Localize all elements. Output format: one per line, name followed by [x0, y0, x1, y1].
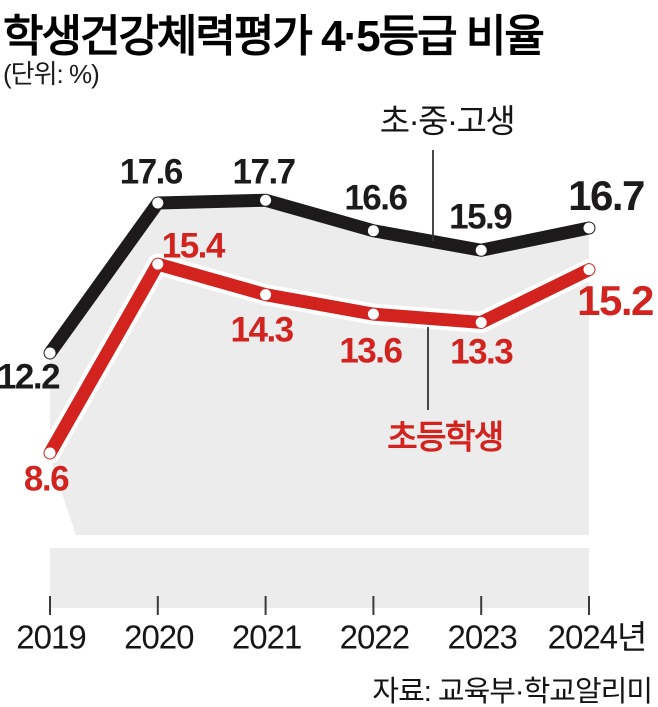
value-label: 17.7: [232, 152, 297, 192]
data-point-marker: [583, 222, 595, 234]
data-point-marker: [260, 194, 272, 206]
value-label: 16.6: [344, 178, 408, 218]
value-label: 15.4: [161, 226, 226, 266]
data-point-marker: [44, 447, 56, 459]
value-label: 13.3: [450, 332, 514, 372]
source-credit: 자료: 교육부·학교알리미: [372, 676, 653, 707]
data-point-marker: [583, 264, 595, 276]
x-tick: [156, 596, 159, 615]
series-line-elementary-students: [43, 257, 596, 460]
x-tick: [480, 596, 483, 615]
value-label: 15.2: [577, 276, 654, 324]
data-point-marker: [260, 289, 272, 301]
data-point-marker: [152, 197, 164, 209]
value-label: 12.2: [0, 357, 61, 397]
page-title: 학생건강체력평가 4·5등급 비율: [3, 12, 545, 61]
x-axis-label: 2020: [124, 618, 194, 656]
series-label-elementary-students: 초등학생: [387, 418, 504, 456]
value-label: 16.7: [568, 172, 645, 219]
x-axis-label: 2023: [447, 618, 517, 656]
series-label-all-students: 초·중·고생: [379, 102, 516, 140]
data-point-marker: [152, 258, 164, 270]
x-axis-label: 2024년: [547, 618, 648, 656]
data-point-marker: [367, 225, 379, 237]
value-label: 13.6: [339, 331, 403, 371]
value-label: 15.9: [449, 197, 513, 237]
series-line-all-students: [43, 193, 596, 360]
x-axis-label: 2019: [16, 618, 86, 656]
value-label: 14.3: [230, 310, 295, 350]
x-tick: [49, 596, 51, 615]
x-axis-label: 2021: [231, 618, 302, 656]
value-label: 8.6: [23, 459, 70, 499]
x-tick: [264, 596, 267, 615]
x-tick: [372, 596, 375, 615]
unit-label: (단위: %): [3, 59, 100, 89]
data-point-marker: [475, 316, 487, 328]
value-label: 17.6: [119, 152, 184, 192]
data-point-marker: [44, 347, 56, 359]
x-tick: [588, 596, 590, 615]
data-point-marker: [367, 308, 379, 320]
x-axis-label: 2022: [339, 618, 410, 656]
data-point-marker: [475, 244, 487, 256]
